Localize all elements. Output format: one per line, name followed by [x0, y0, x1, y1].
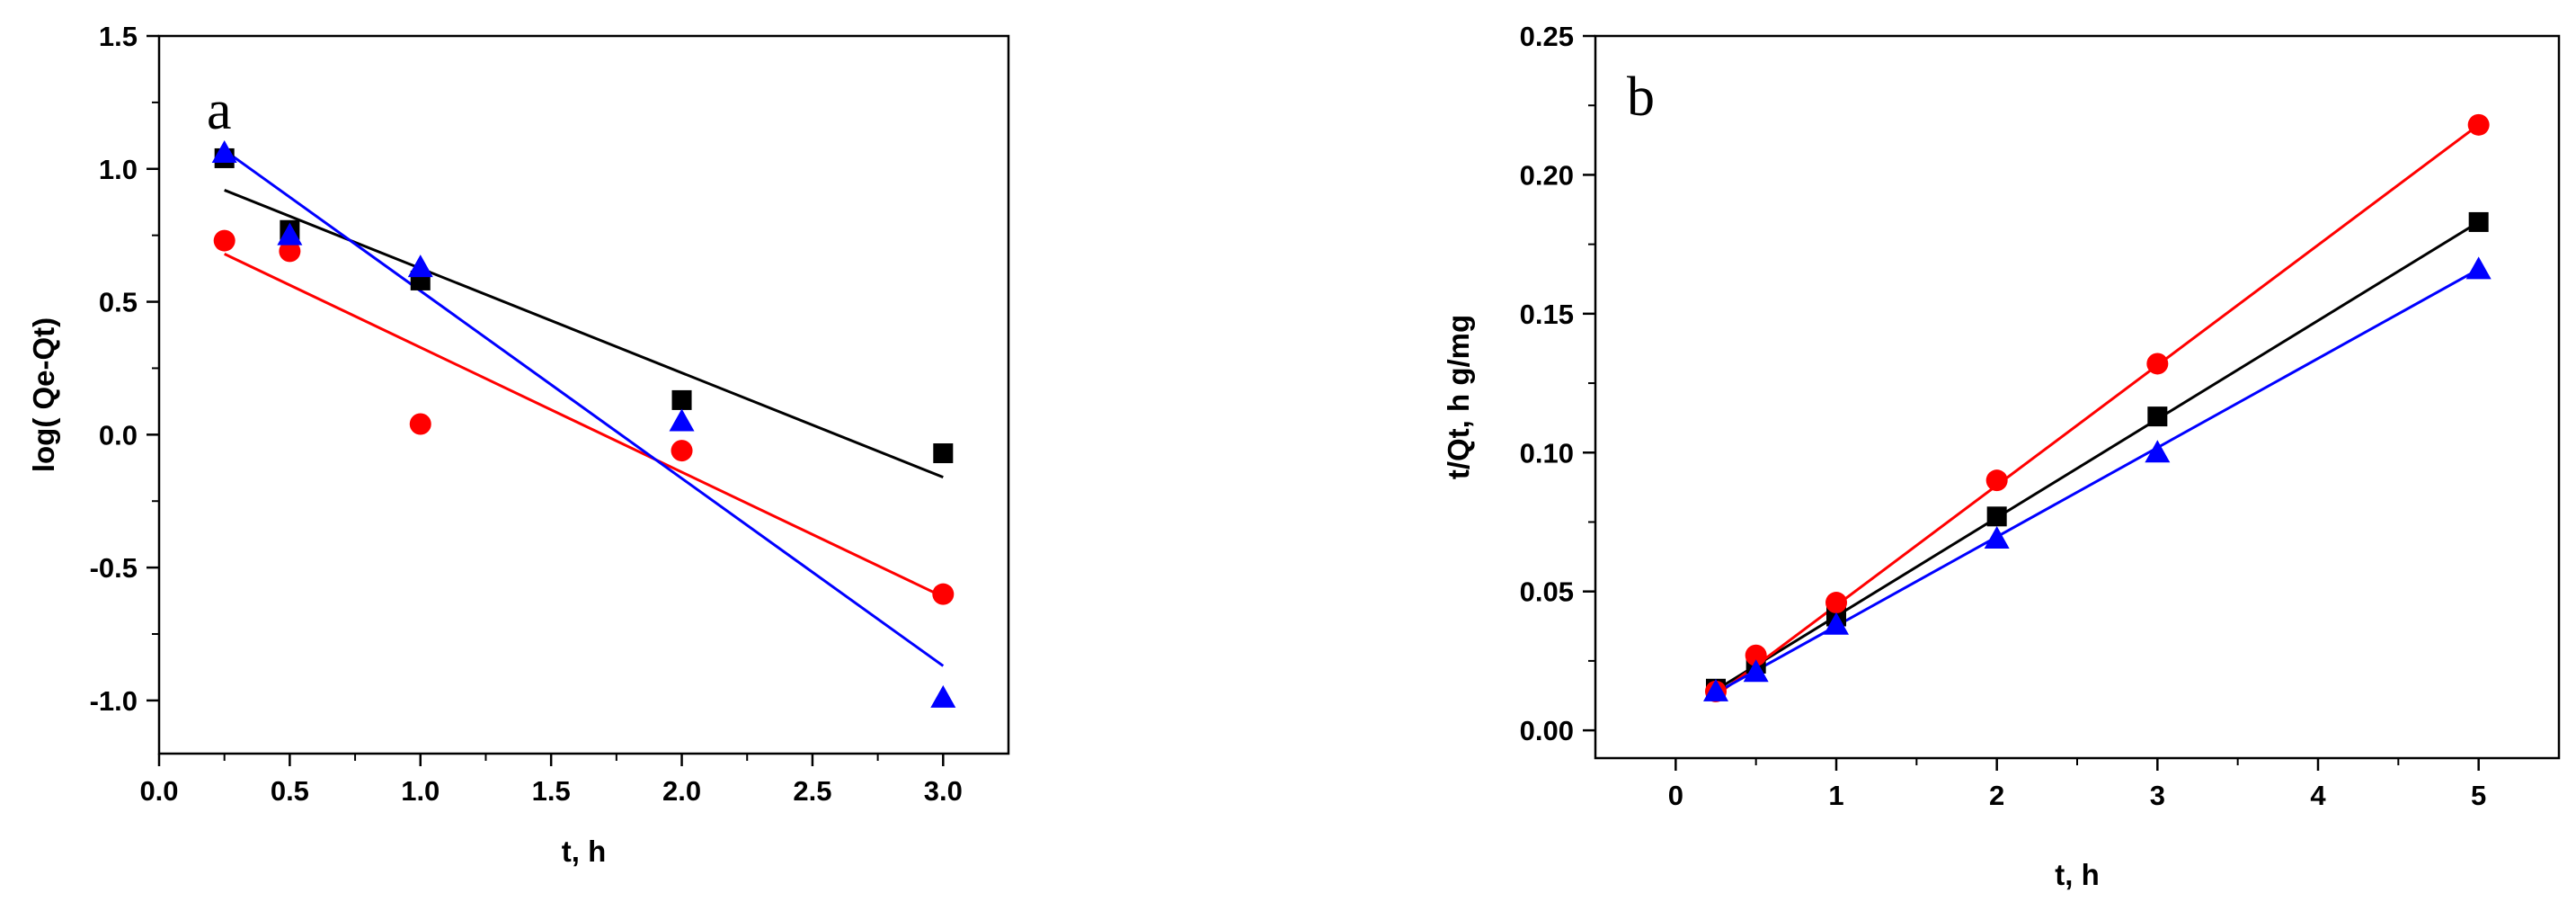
data-point-black: [671, 389, 692, 410]
x-tick-label: 5: [2471, 780, 2486, 811]
data-point-black: [933, 443, 954, 464]
data-point-red: [671, 440, 693, 462]
x-axis-label: t, h: [562, 835, 606, 868]
panel-letter: a: [207, 80, 232, 141]
plot-frame: [157, 34, 1010, 755]
chart-panel-b: 0 1 2 3 4 5 0.00 0.05 0.10 0.15 0.20 0.25 t, h t/Qt, …: [1442, 21, 2561, 891]
x-tick-label: 1.0: [401, 775, 440, 807]
y-tick-label: 0.15: [1520, 299, 1574, 330]
y-tick-label: 0.05: [1520, 576, 1574, 608]
y-tick-label: -1.0: [90, 685, 138, 717]
data-point-red: [932, 583, 955, 605]
data-point-red: [1825, 592, 1847, 614]
y-axis-label: log( Qe-Qt): [27, 317, 60, 472]
data-point-black: [1986, 506, 2007, 527]
x-tick-label: 2.5: [793, 775, 831, 807]
x-tick-label: 4: [2310, 780, 2326, 811]
x-tick-label: 3.0: [924, 775, 963, 807]
data-point-blue: [407, 255, 433, 278]
data-point-blue: [2465, 256, 2492, 280]
y-tick-label: 0.10: [1520, 437, 1574, 469]
data-point-blue: [1743, 659, 1769, 683]
y-tick-label: 0.00: [1520, 715, 1574, 746]
data-point-red: [409, 413, 431, 435]
data-point-red: [279, 240, 301, 263]
fit-line-red: [224, 253, 944, 598]
fit-line-blue: [223, 148, 945, 667]
x-tick-label: 0: [1668, 780, 1683, 811]
data-point-blue: [1824, 612, 1849, 635]
y-tick-label: 0.25: [1520, 21, 1574, 52]
y-tick-label: 1.5: [99, 21, 138, 52]
x-tick-label: 3: [2150, 780, 2165, 811]
data-point-blue: [277, 222, 303, 246]
x-tick-label: 1.5: [532, 775, 571, 807]
x-tick-label: 0.5: [271, 775, 309, 807]
data-point-blue: [1703, 678, 1728, 701]
x-tick-label: 2.0: [662, 775, 701, 807]
data-point-black: [2147, 406, 2168, 427]
data-point-red: [2146, 353, 2169, 375]
x-tick-label: 1: [1828, 780, 1843, 811]
data-point-blue: [669, 408, 695, 432]
y-axis-label: t/Qt, h g/mg: [1442, 315, 1475, 479]
data-point-red: [2467, 113, 2490, 136]
data-point-blue: [211, 140, 237, 164]
fit-line-black: [224, 189, 944, 479]
y-tick-label: 0.0: [99, 419, 138, 451]
plot-frame: [1594, 34, 2561, 760]
y-tick-label: 1.0: [99, 154, 138, 185]
x-axis-label: t, h: [2055, 858, 2099, 891]
chart-panel-a: 0.0 0.5 1.0 1.5 2.0 2.5 3.0 -1.0 -0.5 0.0 0.5 1.0 1.…: [27, 21, 1010, 868]
data-point-black: [2468, 211, 2489, 232]
panel-letter: b: [1627, 67, 1655, 128]
y-tick-label: 0.20: [1520, 159, 1574, 191]
y-tick-label: 0.5: [99, 287, 138, 318]
y-tick-label: -0.5: [90, 552, 138, 584]
data-point-blue: [2145, 440, 2171, 463]
data-point-red: [1985, 469, 2008, 492]
x-tick-label: 2: [1989, 780, 2004, 811]
data-point-red: [213, 229, 235, 252]
data-point-blue: [930, 684, 956, 708]
data-point-red: [1745, 644, 1767, 666]
x-tick-label: 0.0: [139, 775, 178, 807]
data-point-blue: [1984, 526, 2010, 549]
